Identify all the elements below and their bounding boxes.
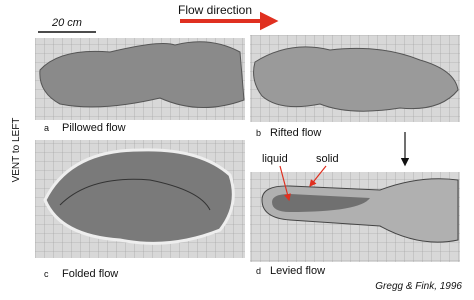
panel-a-photo [35,38,245,120]
panel-caption: Levied flow [270,265,325,277]
panel-d-photo [250,172,460,262]
panel-b-photo [250,35,460,122]
panel-letter: c [44,269,49,279]
credit: Gregg & Fink, 1996 [375,281,462,292]
panel-c-photo [35,140,245,258]
flow-arrow [180,11,279,31]
annotation-solid: solid [316,153,339,165]
side-label: VENT to LEFT [11,118,22,183]
panel-letter: a [44,123,49,133]
panel-letter: d [256,266,261,276]
annotation-liquid: liquid [262,153,288,165]
annotation-arrow [309,165,327,187]
panel-caption: Pillowed flow [62,122,126,134]
flow-direction-label: Flow direction [178,3,252,17]
scale-label: 20 cm [51,17,82,29]
panel-letter: b [256,128,261,138]
panel-caption: Rifted flow [270,127,321,139]
panel-caption: Folded flow [62,268,118,280]
annotation-arrow [279,165,291,202]
